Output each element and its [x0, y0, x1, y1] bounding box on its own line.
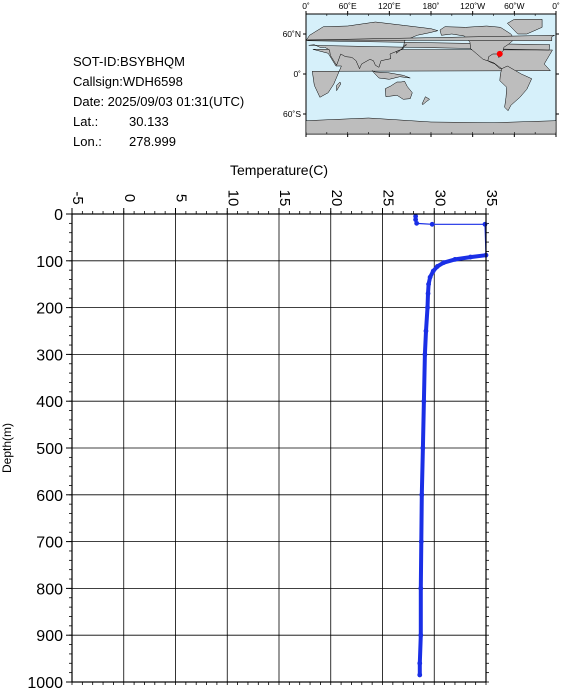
data-point — [418, 586, 424, 591]
map-lon-label: 120˚E — [378, 1, 401, 11]
x-axis-ticks: -5 0 5 10 15 20 25 30 35 — [69, 190, 500, 685]
x-tick-label: 20 — [328, 190, 345, 207]
y-tick-label: 700 — [36, 535, 63, 552]
temperature-series — [413, 213, 489, 678]
map-lat-label: 60˚S — [283, 109, 301, 119]
land-shape — [395, 44, 407, 54]
land-shape — [499, 65, 533, 112]
y-axis-label: Depth(m) — [0, 423, 14, 473]
x-tick-label: 35 — [483, 190, 500, 207]
y-tick-label: 0 — [54, 207, 63, 224]
map-lon-label: 60˚E — [339, 1, 357, 11]
x-tick-label: 5 — [173, 194, 190, 202]
land-shape — [307, 35, 555, 41]
map-lat-label: 0˚ — [293, 69, 301, 79]
data-point — [414, 220, 420, 226]
data-point — [413, 213, 419, 219]
y-tick-label: 200 — [36, 301, 63, 318]
data-point — [426, 281, 431, 287]
data-point — [417, 672, 423, 678]
map-land — [305, 19, 557, 135]
data-point — [417, 660, 423, 666]
data-point — [423, 328, 429, 334]
land-shape — [312, 49, 553, 98]
data-point — [418, 632, 424, 638]
data-point — [482, 221, 488, 227]
data-point — [468, 254, 473, 260]
x-tick-label: 30 — [431, 190, 448, 207]
land-shape — [336, 81, 341, 92]
data-point — [418, 539, 424, 544]
map-lon-label: 0˚ — [552, 1, 560, 11]
data-point — [413, 217, 419, 223]
land-shape — [421, 96, 431, 106]
data-point — [425, 291, 431, 296]
data-point — [483, 252, 489, 258]
longitude: Lon.: 278.999 — [73, 132, 176, 152]
data-point — [422, 352, 428, 357]
x-tick-label: 10 — [224, 190, 241, 207]
lat-value: 30.133 — [129, 114, 169, 129]
data-point — [452, 256, 458, 262]
callsign: Callsign:WDH6598 — [73, 74, 183, 89]
y-tick-label: 500 — [36, 441, 63, 458]
land-shape — [384, 81, 413, 100]
world-map: 0˚ 60˚E 120˚E 180˚ 120˚W 60˚W 0˚ 60˚N 0˚ 60˚S — [283, 1, 560, 137]
y-tick-label: 600 — [36, 488, 63, 505]
data-point — [434, 264, 440, 269]
series-line-body — [417, 253, 487, 675]
y-tick-label: 1000 — [27, 675, 63, 690]
y-axis-ticks: 0 100 200 300 400 500 600 700 800 900 1000 — [27, 207, 489, 690]
chart-grid — [71, 213, 487, 683]
map-lon-label: 60˚W — [504, 1, 524, 11]
date: Date: 2025/09/03 01:31(UTC) — [73, 94, 245, 109]
map-lon-label: 180˚ — [422, 1, 439, 11]
y-tick-label: 800 — [36, 581, 63, 598]
data-point — [421, 398, 427, 404]
map-ticks: 0˚ 60˚E 120˚E 180˚ 120˚W 60˚W 0˚ 60˚N 0˚ 60˚S — [283, 1, 560, 137]
x-tick-label: 15 — [276, 190, 293, 207]
land-shape — [506, 19, 543, 35]
location-marker — [496, 50, 503, 57]
sot-id: SOT-ID:BSYBHQM — [73, 54, 185, 69]
x-tick-label: 0 — [121, 194, 138, 202]
plot-frame — [71, 213, 487, 683]
land-shape — [305, 21, 551, 70]
y-tick-label: 300 — [36, 347, 63, 364]
map-lat-label: 60˚N — [283, 29, 301, 39]
series-line — [415, 216, 487, 675]
x-axis-label: Temperature(C) — [230, 162, 328, 178]
y-tick-label: 100 — [36, 254, 63, 271]
lat-label: Lat.: — [73, 114, 99, 129]
x-tick-label: 25 — [380, 190, 397, 207]
data-point — [427, 274, 433, 280]
lon-label: Lon.: — [73, 134, 102, 149]
y-tick-label: 900 — [36, 628, 63, 645]
data-point — [430, 268, 436, 274]
latitude: Lat.: 30.133 — [73, 112, 169, 132]
data-point — [425, 305, 430, 310]
map-lon-label: 120˚W — [460, 1, 485, 11]
data-point — [429, 221, 435, 227]
land-shape — [371, 70, 411, 80]
lon-value: 278.999 — [129, 134, 176, 149]
map-lon-label: 0˚ — [302, 1, 310, 11]
data-point — [420, 445, 426, 451]
y-tick-label: 400 — [36, 394, 63, 411]
data-point — [419, 492, 425, 498]
data-point — [441, 260, 446, 266]
x-tick-label: -5 — [69, 191, 86, 204]
